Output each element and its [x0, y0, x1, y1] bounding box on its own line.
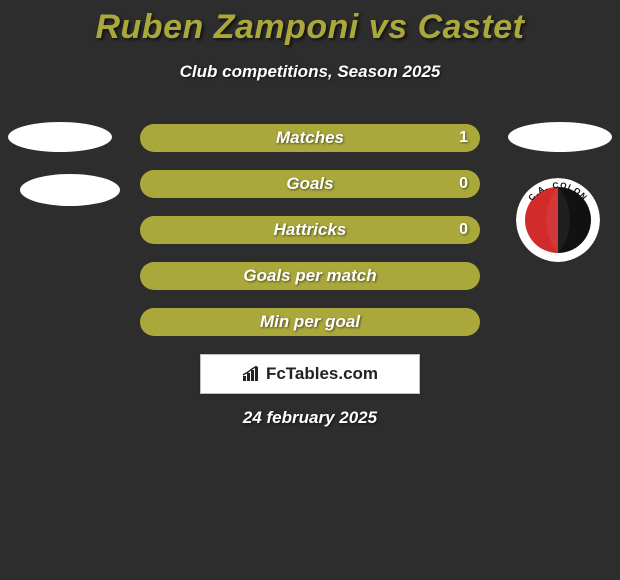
bar-hattricks: Hattricks 0	[140, 216, 480, 244]
bar-label: Matches	[276, 128, 344, 148]
bar-label: Hattricks	[274, 220, 347, 240]
club-badge-svg: C.A. COLON	[516, 178, 600, 262]
bar-value-right: 0	[459, 221, 468, 239]
date-text: 24 february 2025	[0, 408, 620, 428]
bar-chart-icon	[242, 366, 262, 382]
stats-bars: Matches 1 Goals 0 Hattricks 0 Goals per …	[140, 124, 480, 354]
bar-label: Goals per match	[243, 266, 376, 286]
brand-box: FcTables.com	[200, 354, 420, 394]
player-left-placeholder-2	[20, 174, 120, 206]
bar-label: Min per goal	[260, 312, 360, 332]
bar-value-right: 0	[459, 175, 468, 193]
bar-goals-per-match: Goals per match	[140, 262, 480, 290]
player-left-placeholder-1	[8, 122, 112, 152]
page-title: Ruben Zamponi vs Castet	[0, 8, 620, 47]
page-subtitle: Club competitions, Season 2025	[0, 62, 620, 82]
bar-matches: Matches 1	[140, 124, 480, 152]
bar-label: Goals	[286, 174, 333, 194]
bar-value-right: 1	[459, 129, 468, 147]
bar-min-per-goal: Min per goal	[140, 308, 480, 336]
brand-text: FcTables.com	[266, 364, 378, 384]
club-badge-colon: C.A. COLON	[516, 178, 600, 262]
bar-goals: Goals 0	[140, 170, 480, 198]
player-right-placeholder-1	[508, 122, 612, 152]
